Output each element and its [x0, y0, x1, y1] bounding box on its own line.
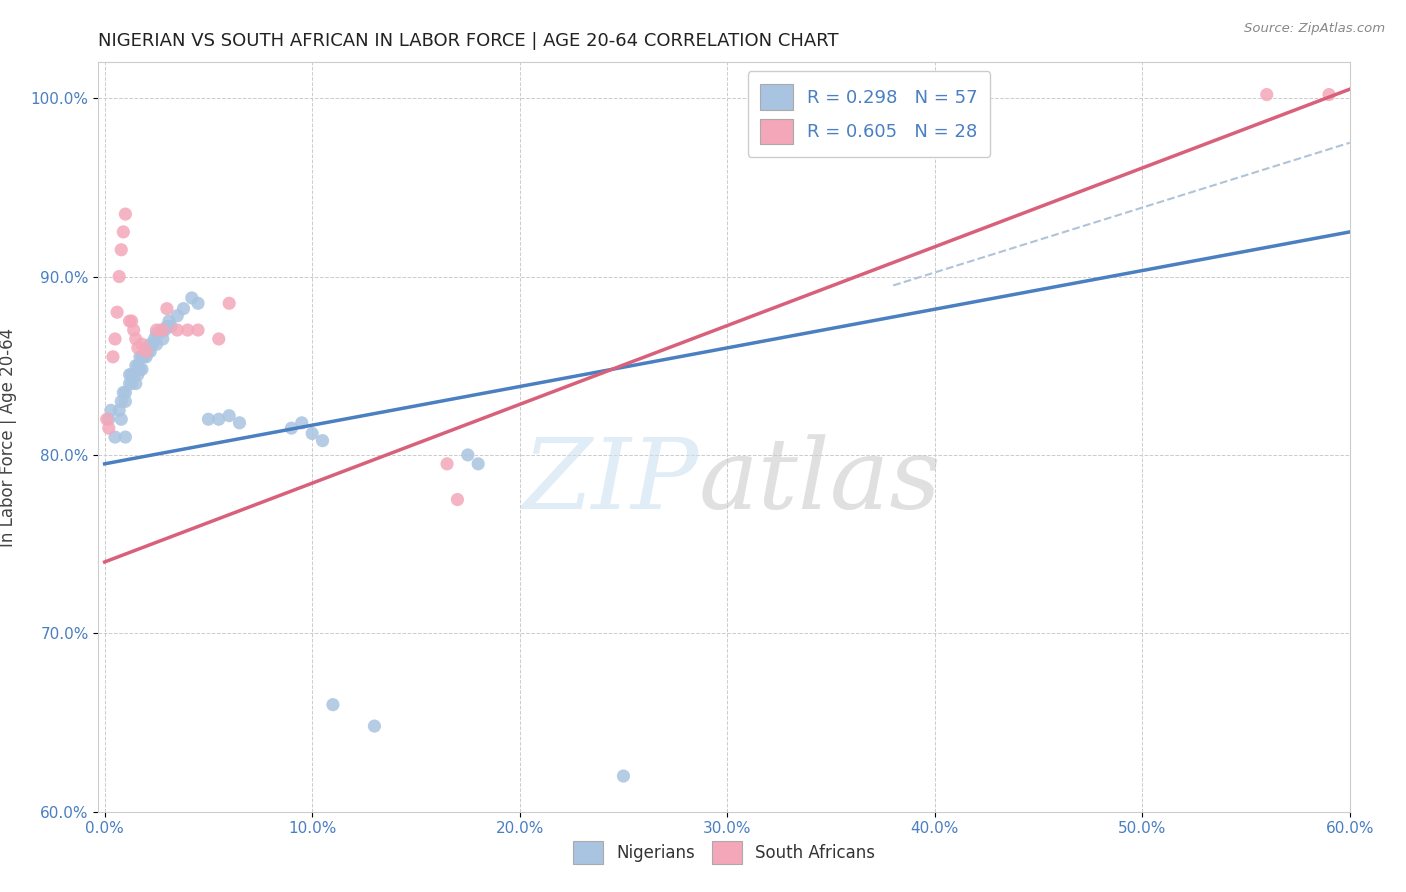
Point [96, 412, 118, 426]
Point [218, 296, 240, 310]
Point [145, 323, 167, 337]
Point [156, 319, 179, 334]
Point [291, 416, 314, 430]
Point [1317, 87, 1340, 102]
Point [110, 394, 132, 409]
Point [136, 344, 159, 359]
Point [173, 301, 195, 316]
Point [436, 457, 458, 471]
Point [197, 412, 219, 426]
Point [141, 337, 163, 351]
Point [208, 412, 231, 426]
Point [131, 337, 153, 351]
Y-axis label: In Labor Force | Age 20-64: In Labor Force | Age 20-64 [0, 327, 17, 547]
Point [125, 376, 148, 391]
Point [121, 314, 143, 328]
Point [114, 385, 136, 400]
Point [208, 332, 231, 346]
Point [322, 698, 344, 712]
Point [125, 359, 148, 373]
Point [108, 269, 131, 284]
Text: ZIP: ZIP [523, 434, 699, 530]
Point [135, 350, 157, 364]
Point [104, 430, 127, 444]
Point [118, 368, 141, 382]
Point [228, 416, 250, 430]
Point [301, 426, 323, 441]
Point [612, 769, 634, 783]
Point [446, 492, 468, 507]
Text: atlas: atlas [699, 434, 942, 530]
Point [121, 376, 143, 391]
Point [139, 337, 162, 351]
Point [131, 350, 153, 364]
Point [160, 319, 183, 334]
Point [152, 323, 174, 337]
Point [187, 296, 209, 310]
Point [143, 332, 166, 346]
Point [135, 344, 157, 359]
Point [145, 326, 167, 341]
Point [135, 341, 157, 355]
Point [125, 332, 148, 346]
Point [105, 305, 128, 319]
Point [127, 341, 149, 355]
Point [121, 368, 143, 382]
Point [145, 337, 167, 351]
Point [112, 385, 135, 400]
Point [97, 412, 120, 426]
Point [152, 332, 174, 346]
Point [180, 291, 202, 305]
Point [311, 434, 333, 448]
Point [118, 314, 141, 328]
Point [97, 421, 120, 435]
Point [131, 362, 153, 376]
Point [129, 362, 152, 376]
Point [108, 403, 131, 417]
Point [280, 421, 302, 435]
Point [118, 376, 141, 391]
Point [110, 412, 132, 426]
Point [149, 323, 172, 337]
Legend: Nigerians, South Africans: Nigerians, South Africans [567, 834, 882, 871]
Point [100, 403, 122, 417]
Point [129, 350, 152, 364]
Point [176, 323, 198, 337]
Point [104, 332, 127, 346]
Point [218, 409, 240, 423]
Point [139, 344, 162, 359]
Point [166, 309, 188, 323]
Point [122, 368, 145, 382]
Point [127, 359, 149, 373]
Point [1256, 87, 1278, 102]
Point [467, 457, 489, 471]
Point [157, 314, 180, 328]
Point [166, 323, 188, 337]
Point [122, 323, 145, 337]
Point [156, 301, 179, 316]
Point [114, 430, 136, 444]
Point [112, 225, 135, 239]
Point [114, 207, 136, 221]
Point [101, 350, 124, 364]
Point [148, 326, 170, 341]
Point [153, 323, 176, 337]
Point [110, 243, 132, 257]
Text: Source: ZipAtlas.com: Source: ZipAtlas.com [1244, 22, 1385, 36]
Point [132, 350, 155, 364]
Point [114, 394, 136, 409]
Text: NIGERIAN VS SOUTH AFRICAN IN LABOR FORCE | AGE 20-64 CORRELATION CHART: NIGERIAN VS SOUTH AFRICAN IN LABOR FORCE… [98, 32, 839, 50]
Point [127, 368, 149, 382]
Point [187, 323, 209, 337]
Point [363, 719, 385, 733]
Point [457, 448, 479, 462]
